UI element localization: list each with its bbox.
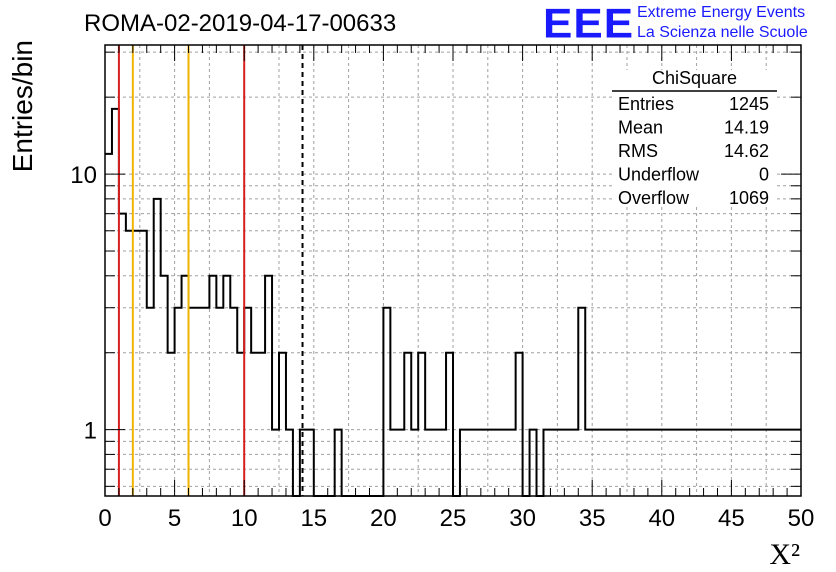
x-tick-label: 30 [509, 505, 536, 532]
x-tick-label: 10 [231, 505, 258, 532]
stats-label-entries: Entries [618, 94, 674, 114]
stats-value-rms: 14.62 [724, 141, 769, 161]
x-tick-label: 40 [648, 505, 675, 532]
stats-box-title: ChiSquare [652, 68, 737, 88]
x-tick-label: 5 [168, 505, 181, 532]
logo-tagline-1: Extreme Energy Events [637, 4, 806, 21]
histogram-series [105, 107, 801, 497]
stats-value-mean: 14.19 [724, 118, 769, 138]
run-title: ROMA-02-2019-04-17-00633 [84, 10, 397, 37]
logo-tagline-2: La Scienza nelle Scuole [637, 24, 808, 41]
x-tick-label: 50 [788, 505, 815, 532]
x-tick-label: 0 [98, 505, 111, 532]
stats-value-underflow: 0 [759, 165, 769, 185]
x-tick-label: 20 [370, 505, 397, 532]
x-tick-label: 15 [300, 505, 327, 532]
stats-label-overflow: Overflow [618, 188, 690, 208]
stats-label-mean: Mean [618, 118, 663, 138]
stats-box-bg [612, 70, 777, 206]
stats-label-underflow: Underflow [618, 165, 700, 185]
y-axis-title: Entries/bin [7, 40, 38, 172]
y-tick-label: 1 [84, 418, 97, 445]
x-tick-label: 35 [579, 505, 606, 532]
stats-value-overflow: 1069 [729, 188, 769, 208]
x-tick-label: 25 [440, 505, 467, 532]
stats-label-rms: RMS [618, 141, 658, 161]
stats-value-entries: 1245 [729, 94, 769, 114]
y-tick-label: 10 [70, 162, 97, 189]
x-axis-title: X² [769, 538, 800, 571]
eee-logo: EEE [543, 0, 635, 47]
x-tick-label: 45 [718, 505, 745, 532]
